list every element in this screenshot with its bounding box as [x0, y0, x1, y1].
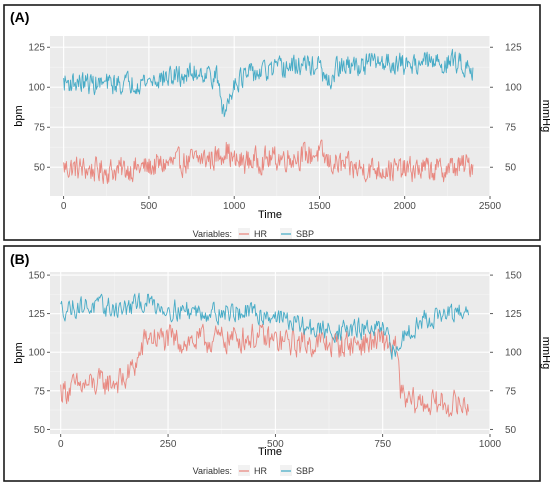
- x-tick-label: 750: [374, 439, 391, 450]
- panel-a: (A) 50 75 100 125 50 75 100 125 0 500 1000 1500 2000 2…: [3, 4, 550, 241]
- y-tick-label-left: 50: [34, 163, 46, 174]
- y-tick-label-left: 75: [34, 123, 46, 134]
- y-tick-label-right: 50: [505, 163, 517, 174]
- series-line-hr: [63, 139, 474, 185]
- panel-label: (B): [10, 251, 29, 267]
- panel-label: (A): [10, 9, 29, 25]
- legend-title: Variables:: [193, 229, 232, 239]
- y-tick-label-left: 125: [28, 43, 45, 54]
- y-axis-title-left: bpm: [13, 342, 25, 363]
- legend: Variables: HR SBP: [193, 228, 314, 239]
- legend-label-hr: HR: [254, 466, 267, 476]
- x-tick-label: 250: [160, 439, 177, 450]
- x-tick-label: 500: [267, 439, 284, 450]
- legend-title: Variables:: [193, 466, 232, 476]
- minor-gridlines: [50, 272, 490, 434]
- y-axis-title-right: mmHg: [540, 337, 550, 369]
- x-axis-title: Time: [258, 446, 282, 458]
- major-gridlines: [50, 272, 491, 434]
- y-tick-label-left: 75: [34, 386, 46, 397]
- x-tick-label: 1000: [223, 201, 246, 212]
- y-tick-label-right: 100: [505, 83, 522, 94]
- legend-label-sbp: SBP: [296, 229, 314, 239]
- x-axis-title: Time: [258, 209, 282, 221]
- y-tick-label-right: 100: [505, 348, 522, 359]
- panel-frame: [3, 245, 541, 482]
- series-line-hr: [60, 323, 469, 418]
- y-tick-label-left: 100: [28, 348, 45, 359]
- y-tick-label-left: 150: [28, 271, 45, 282]
- y-tick-label-left: 100: [28, 83, 45, 94]
- y-tick-label-left: 50: [34, 425, 46, 436]
- x-tick-label: 0: [58, 439, 64, 450]
- panel-b: (B) 50 75 100 125 150 50 75 100 125 150 0 250 500 750 1…: [3, 245, 550, 482]
- y-tick-label-right: 150: [505, 271, 522, 282]
- x-tick-label: 500: [141, 201, 158, 212]
- y-axis-title-left: bpm: [13, 105, 25, 126]
- y-tick-label-left: 125: [28, 309, 45, 320]
- legend: Variables: HR SBP: [193, 465, 314, 476]
- legend-label-hr: HR: [254, 229, 267, 239]
- plot-background: [50, 36, 490, 196]
- series-line-sbp: [63, 48, 474, 118]
- y-tick-label-right: 75: [505, 123, 517, 134]
- y-tick-label-right: 125: [505, 309, 522, 320]
- y-axis-title-right: mmHg: [540, 100, 550, 132]
- x-tick-label: 2500: [479, 201, 502, 212]
- series-line-sbp: [60, 292, 469, 360]
- x-tick-label: 0: [61, 201, 67, 212]
- x-tick-label: 1000: [479, 439, 502, 450]
- legend-label-sbp: SBP: [296, 466, 314, 476]
- y-tick-label-right: 125: [505, 43, 522, 54]
- y-tick-label-right: 50: [505, 425, 517, 436]
- x-tick-label: 2000: [394, 201, 417, 212]
- panel-frame: [3, 4, 541, 241]
- y-tick-label-right: 75: [505, 386, 517, 397]
- x-tick-label: 1500: [308, 201, 331, 212]
